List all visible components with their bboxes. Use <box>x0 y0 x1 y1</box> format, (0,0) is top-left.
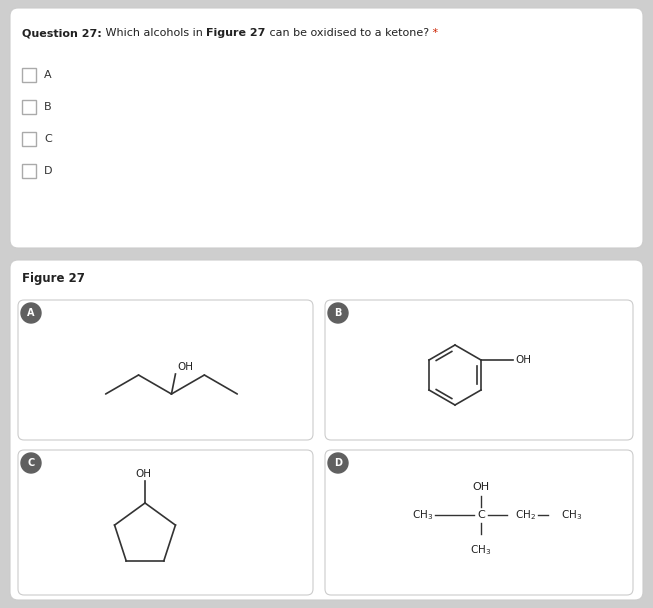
Text: A: A <box>44 70 52 80</box>
Bar <box>22 68 36 82</box>
Text: D: D <box>334 458 342 468</box>
Text: C: C <box>477 510 485 520</box>
FancyBboxPatch shape <box>10 8 643 248</box>
Bar <box>22 100 36 114</box>
FancyBboxPatch shape <box>325 300 633 440</box>
Text: CH$_3$: CH$_3$ <box>561 508 582 522</box>
Text: CH$_2$: CH$_2$ <box>515 508 535 522</box>
Text: Figure 27: Figure 27 <box>206 28 266 38</box>
Text: OH: OH <box>515 355 531 365</box>
FancyBboxPatch shape <box>18 300 313 440</box>
Text: CH$_3$: CH$_3$ <box>412 508 433 522</box>
Text: OH: OH <box>178 362 193 372</box>
Circle shape <box>21 303 41 323</box>
Text: A: A <box>27 308 35 318</box>
FancyBboxPatch shape <box>10 260 643 600</box>
Text: D: D <box>44 166 52 176</box>
FancyBboxPatch shape <box>325 450 633 595</box>
Text: C: C <box>27 458 35 468</box>
Text: *: * <box>428 28 438 38</box>
Bar <box>22 132 36 146</box>
Text: can be oxidised to a ketone?: can be oxidised to a ketone? <box>266 28 428 38</box>
Text: B: B <box>44 102 52 112</box>
Text: Question 27:: Question 27: <box>22 28 102 38</box>
Text: Which alcohols in: Which alcohols in <box>102 28 206 38</box>
Circle shape <box>21 453 41 473</box>
Text: C: C <box>44 134 52 144</box>
Text: B: B <box>334 308 342 318</box>
Text: OH: OH <box>135 469 151 479</box>
Bar <box>22 164 36 178</box>
Text: CH$_3$: CH$_3$ <box>470 543 492 557</box>
Circle shape <box>328 453 348 473</box>
Circle shape <box>328 303 348 323</box>
FancyBboxPatch shape <box>18 450 313 595</box>
Text: Figure 27: Figure 27 <box>22 272 85 285</box>
Text: OH: OH <box>472 482 490 492</box>
